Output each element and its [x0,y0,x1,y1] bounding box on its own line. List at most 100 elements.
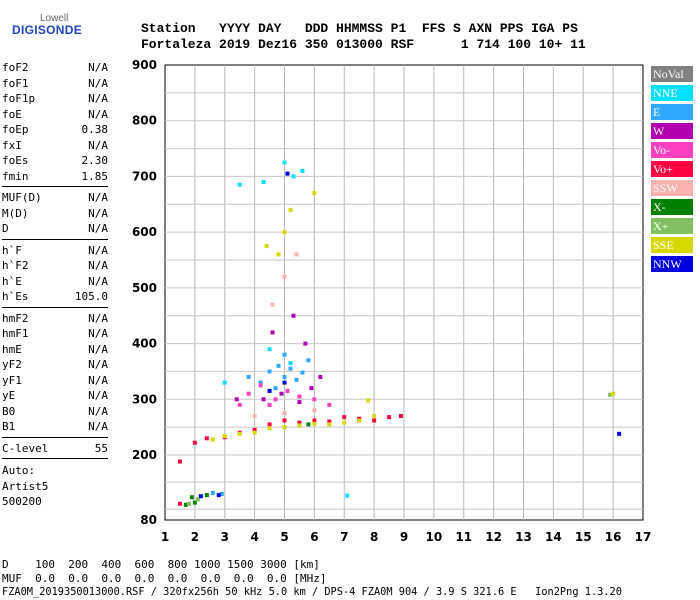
data-point [216,493,221,498]
data-point [210,490,215,495]
y-tick-label: 800 [132,114,157,128]
data-point [204,493,209,498]
param-row: B0 N/A [2,404,108,419]
data-point [222,380,227,385]
data-point [279,391,284,396]
param-value: N/A [88,222,108,235]
param-key: MUF(D) [2,191,42,204]
y-tick-label: 400 [132,337,157,351]
param-key: foF1 [2,76,29,90]
data-point [195,497,200,502]
x-tick-label: 11 [455,530,472,544]
auto-line: Auto: [2,464,36,477]
param-key: h`F2 [2,259,29,272]
logo-digisonde: DIGISONDE [12,23,83,37]
param-value: N/A [88,259,108,272]
param-key: yF1 [2,373,22,387]
data-point [237,402,242,407]
x-tick-label: 1 [161,530,169,544]
x-tick-label: 3 [221,530,229,544]
footer-line: FZA0M_2019350013000.RSF / 320fx256h 50 k… [2,586,622,598]
param-key: yE [2,389,16,402]
param-row: h`Es 105.0 [2,289,108,304]
x-tick-label: 4 [250,530,258,544]
data-point [300,168,305,173]
x-tick-label: 8 [370,530,378,544]
data-point [267,369,272,374]
data-point [285,388,290,393]
param-key: foF1p [2,92,36,105]
param-row: foF2 N/A [2,60,108,75]
series-x- [186,392,613,506]
y-tick-label: 700 [132,169,157,183]
param-key: foF2 [2,61,29,74]
data-point [399,414,404,418]
logo-lowell: Lowell [40,13,69,24]
y-tick-label: 200 [132,448,157,462]
param-value: N/A [88,389,108,402]
param-key: foE [2,107,22,121]
param-row: yF1 N/A [2,373,108,388]
param-row: hmF2 N/A [2,311,108,326]
param-value: N/A [88,373,108,387]
separator [2,458,108,459]
param-key: fmin [2,169,29,183]
param-key: M(D) [2,206,29,220]
data-point [327,402,332,407]
data-point [270,302,275,307]
data-point [291,313,296,318]
data-point [198,494,203,499]
separator [2,238,108,240]
param-row: foEp 0.38 [2,122,108,137]
param-key: B1 [2,420,16,433]
data-point [288,361,293,366]
auto-line: Artist5 [2,479,49,493]
param-value: N/A [88,243,108,257]
param-key: hmF1 [2,327,29,340]
separator [2,306,108,308]
param-value: N/A [88,311,108,325]
data-point [297,394,302,399]
data-point [372,414,377,418]
data-point [177,501,182,506]
data-point [357,418,362,423]
param-value: N/A [88,191,108,204]
data-point [617,431,622,436]
param-row: h`F N/A [2,243,108,258]
data-point [267,347,272,352]
data-point [237,431,242,436]
data-point [306,422,311,427]
separator [2,186,108,187]
data-point [276,363,281,368]
param-key: hmF2 [2,311,29,325]
data-point [297,423,302,428]
data-point [261,397,266,402]
data-point [273,386,278,391]
x-tick-label: 13 [515,530,532,544]
data-point [312,191,317,196]
data-point [288,207,293,212]
x-tick-label: 5 [280,530,288,544]
data-point [282,160,287,165]
data-point [608,392,613,397]
x-tick-label: 16 [605,530,622,544]
data-point [282,425,287,430]
data-point [186,501,191,506]
param-row: yF2 N/A [2,357,108,372]
legend-item: W [651,123,693,139]
param-key: B0 [2,404,16,418]
data-point [282,274,287,279]
y-tick-label: 900 [132,58,157,72]
data-point [192,500,197,505]
data-point [306,358,311,363]
param-value: 2.30 [81,154,109,167]
param-key: h`F [2,243,22,257]
data-point [234,397,239,402]
data-point [267,422,272,427]
param-row: foF1 N/A [2,76,108,91]
data-point [219,492,224,496]
data-point [246,375,251,379]
param-row: B1 N/A [2,419,108,434]
data-point [297,400,302,405]
data-point [258,380,263,385]
